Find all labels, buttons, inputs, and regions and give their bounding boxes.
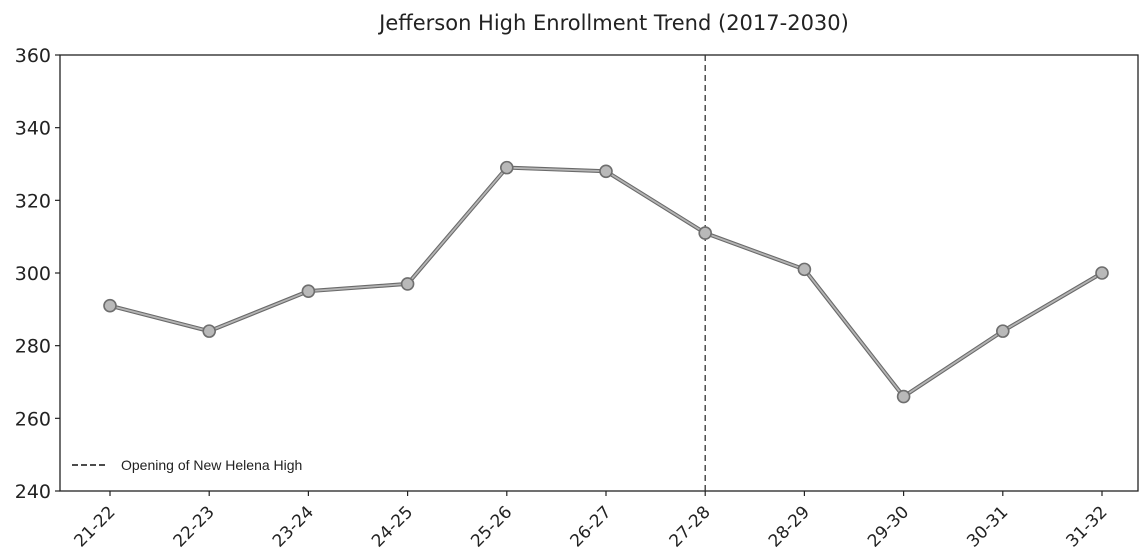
x-tick-label: 25-26 — [467, 502, 516, 551]
y-tick-label: 300 — [15, 263, 51, 285]
chart-title: Jefferson High Enrollment Trend (2017-20… — [377, 11, 849, 35]
data-point — [995, 324, 1010, 338]
legend: Opening of New Helena High — [72, 457, 302, 473]
data-point — [202, 324, 216, 338]
y-tick-label: 360 — [15, 45, 51, 67]
data-point — [1095, 266, 1109, 280]
y-tick-label: 320 — [15, 190, 51, 212]
y-tick-label: 340 — [15, 118, 51, 140]
legend-label: Opening of New Helena High — [121, 457, 302, 473]
y-tick-label: 280 — [15, 336, 51, 358]
x-tick-label: 30-31 — [963, 502, 1012, 551]
x-tick-label: 21-22 — [70, 502, 119, 551]
x-tick-label: 31-32 — [1062, 502, 1111, 551]
data-point — [499, 160, 514, 175]
plot-area: 240 260 280 300 320 340 360 21-22 22-23 23-24 24-2… — [15, 45, 1139, 551]
x-tick-label: 22-23 — [170, 502, 219, 551]
data-point — [103, 298, 117, 313]
x-tick-label: 27-28 — [666, 502, 715, 551]
x-tick-label: 29-30 — [864, 502, 913, 551]
data-point — [301, 284, 316, 298]
data-point — [698, 226, 713, 240]
y-tick-label: 260 — [15, 408, 51, 430]
data-point — [599, 164, 613, 179]
data-point — [797, 262, 812, 277]
x-tick-label: 24-25 — [368, 502, 417, 551]
x-tick-label: 23-24 — [269, 502, 318, 551]
x-tick-label: 28-29 — [765, 502, 814, 551]
x-tick-label: 26-27 — [566, 502, 615, 551]
data-point — [400, 277, 415, 291]
data-point — [896, 389, 911, 404]
y-tick-label: 240 — [15, 481, 51, 503]
plot-frame — [59, 54, 1139, 492]
series-line-shadow — [109, 165, 1104, 399]
